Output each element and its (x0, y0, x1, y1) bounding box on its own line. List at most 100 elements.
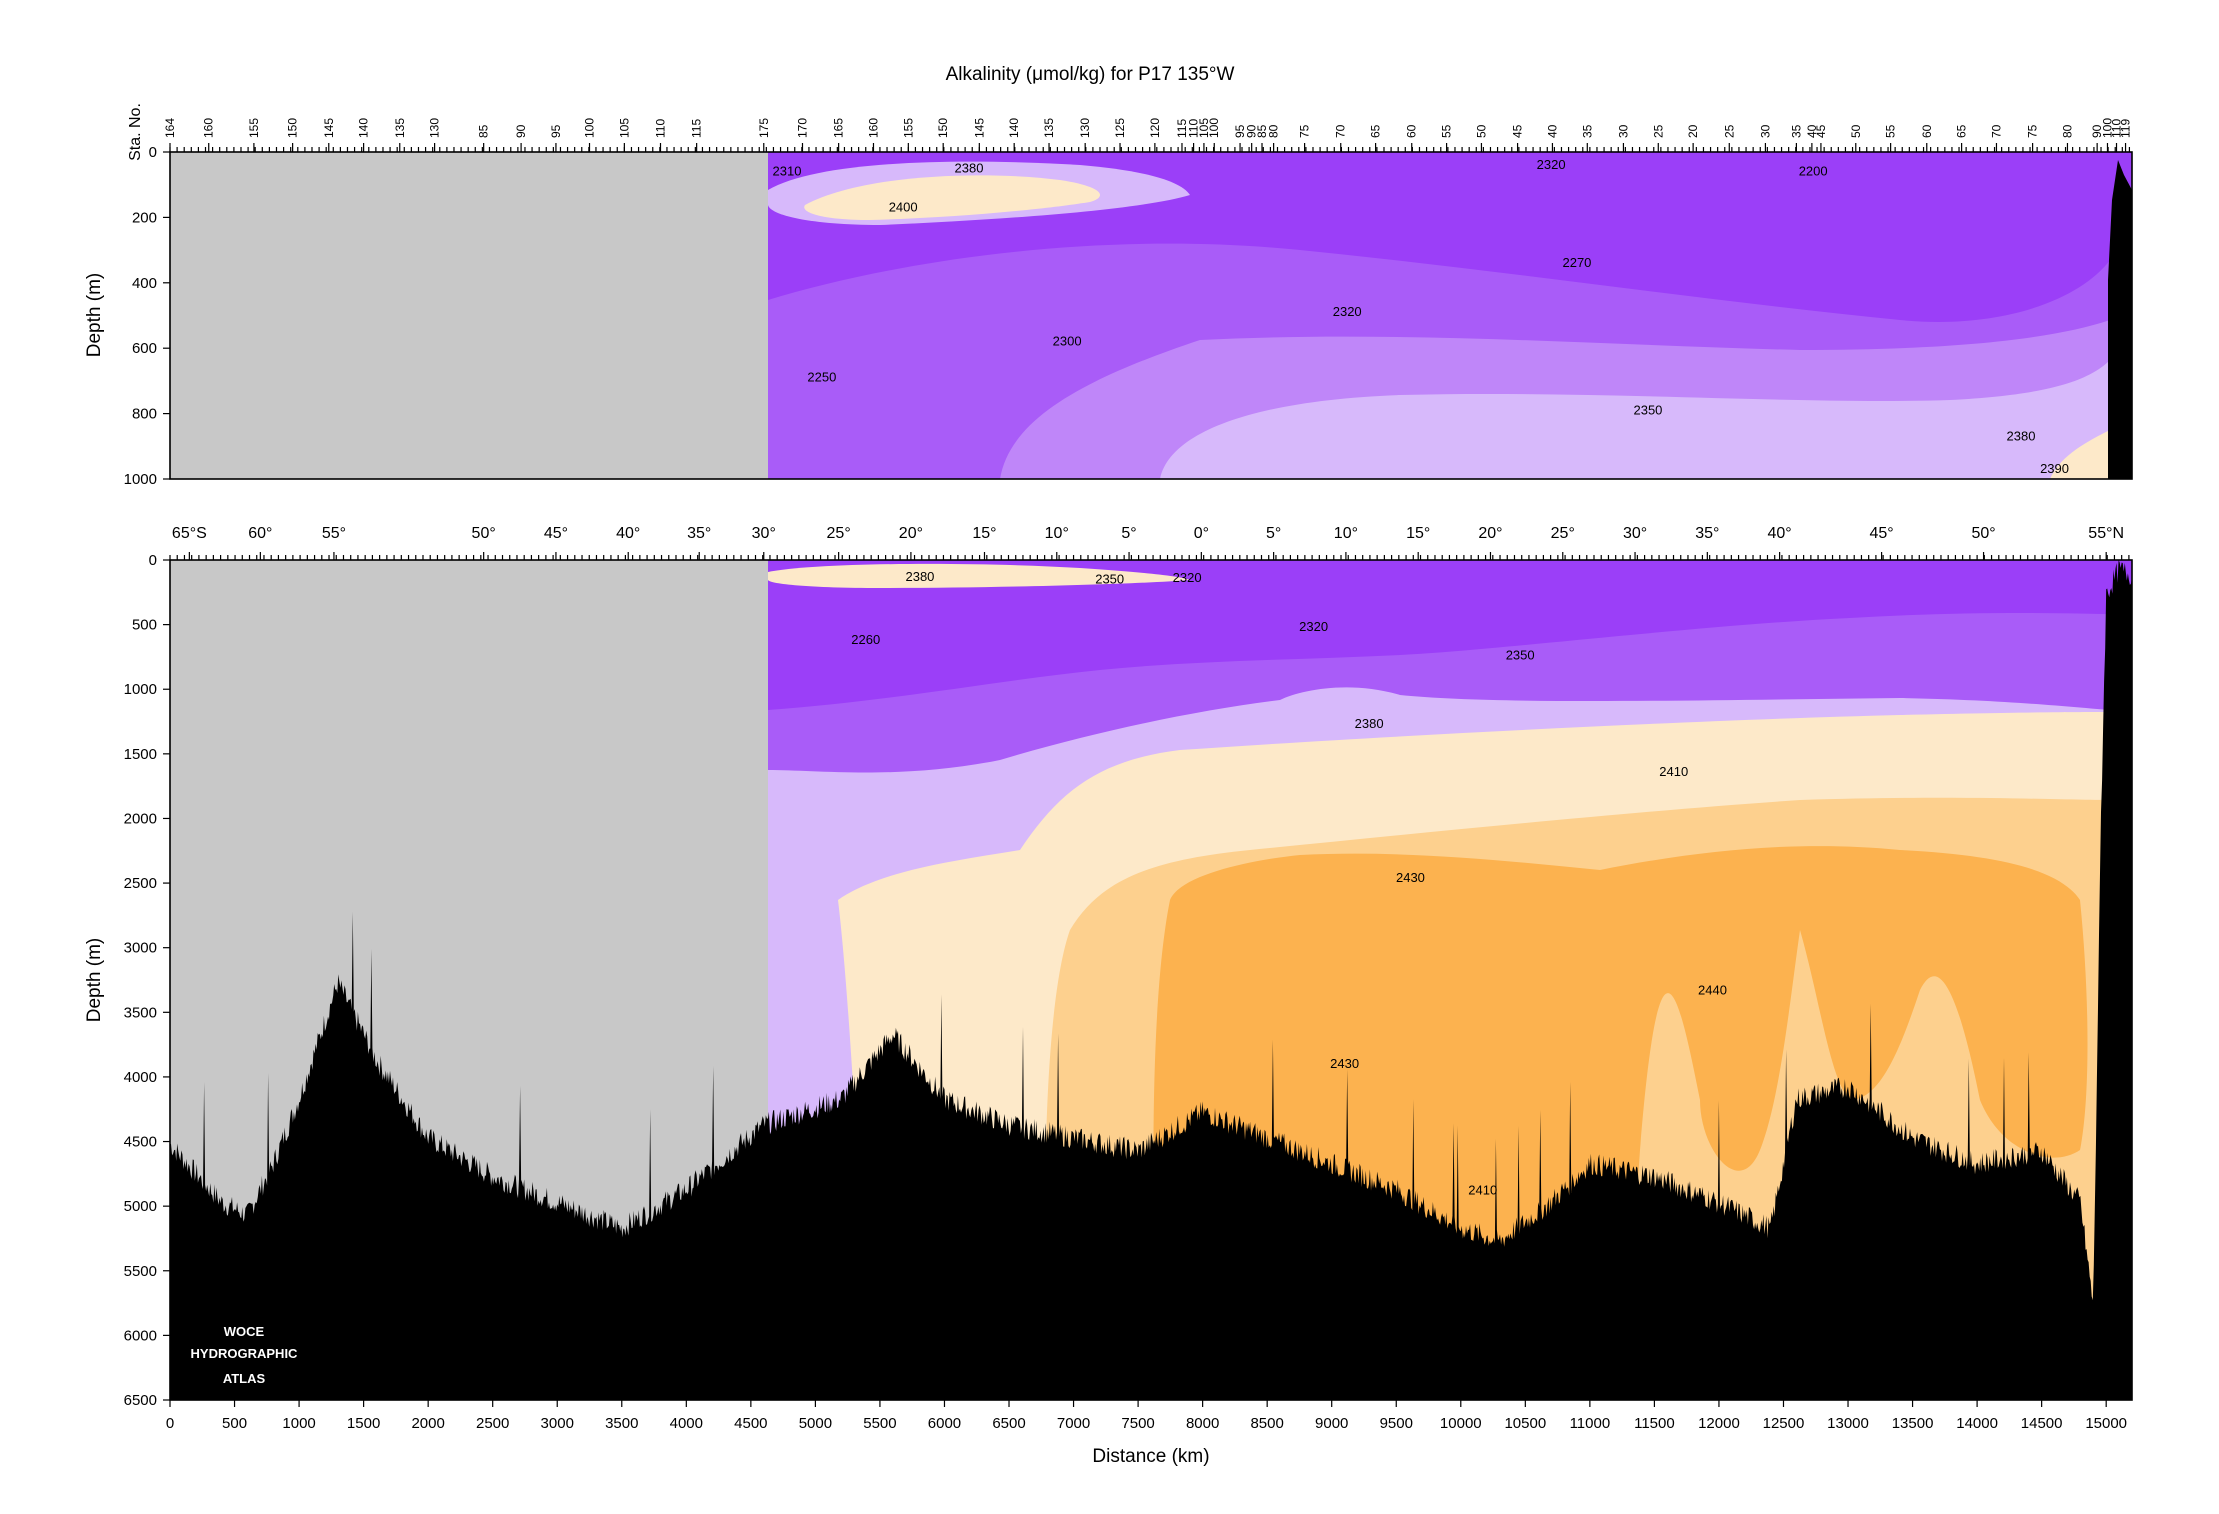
lower-y-tick-label: 2500 (124, 875, 157, 892)
lower-y-axis: 0 500 1000 1500 2000 2500 3000 3500 4000 4500 5000… (124, 552, 170, 1409)
lower-y-tick-label: 4000 (124, 1069, 157, 1086)
station-label: 80 (2060, 124, 2074, 138)
station-label: 110 (1187, 119, 1201, 138)
upper-panel-frame (169, 151, 2133, 480)
upper-y-tick-label: 1000 (124, 471, 157, 488)
station-label: 145 (972, 118, 986, 138)
lower-panel-field (170, 560, 2132, 1400)
latitude-label: 60° (248, 525, 272, 542)
upper-contour-label: 2350 (1633, 402, 1662, 417)
station-label: 135 (393, 118, 407, 138)
station-label: 120 (1148, 118, 1162, 138)
station-label: 60 (1405, 124, 1419, 138)
logo-line-2: HYDROGRAPHIC (191, 1346, 299, 1361)
x-tick-label: 7500 (1121, 1415, 1154, 1432)
latitude-label: 40° (1768, 525, 1792, 542)
station-number-axis: 164 160 155 150 145 140 135 130 85 90 95 100 105 110 1… (163, 118, 2133, 152)
station-label: 105 (617, 118, 631, 138)
station-label: 25 (1722, 124, 1736, 138)
station-label: 20 (1686, 124, 1700, 138)
latitude-label: 50° (1971, 525, 1995, 542)
station-label: 25 (1651, 124, 1665, 138)
station-label: 55 (1884, 124, 1898, 138)
station-axis-label: Sta. No. (127, 103, 144, 161)
x-tick-label: 15000 (2085, 1415, 2127, 1432)
station-label: 160 (866, 118, 880, 138)
station-label: 165 (832, 118, 846, 138)
lower-contour-label: 2350 (1095, 571, 1124, 586)
station-label: 175 (757, 118, 771, 138)
station-label: 35 (1580, 124, 1594, 138)
latitude-label: 40° (616, 525, 640, 542)
lower-contour-label: 2410 (1659, 764, 1688, 779)
station-label: 80 (1267, 124, 1281, 138)
lower-y-tick-label: 6500 (124, 1392, 157, 1409)
x-tick-label: 10000 (1440, 1415, 1482, 1432)
logo-line-1: WOCE (224, 1324, 265, 1339)
station-label: 30 (1758, 124, 1772, 138)
lower-band-2320 (768, 560, 2132, 710)
x-tick-label: 7000 (1057, 1415, 1090, 1432)
latitude-label: 55° (322, 525, 346, 542)
lower-y-tick-label: 3500 (124, 1004, 157, 1021)
latitude-label: 15° (1406, 525, 1430, 542)
upper-band-2350 (1160, 360, 2110, 479)
station-label: 125 (1113, 118, 1127, 138)
station-label: 75 (1298, 124, 1312, 138)
station-label: 150 (936, 118, 950, 138)
x-tick-label: 13500 (1892, 1415, 1934, 1432)
station-label: 95 (549, 124, 563, 138)
x-tick-label: 1500 (347, 1415, 380, 1432)
upper-contour-label: 2300 (1053, 334, 1082, 349)
latitude-label: 30° (752, 525, 776, 542)
station-label: 135 (1042, 118, 1056, 138)
logo-line-3: ATLAS (223, 1371, 266, 1386)
upper-y-tick-label: 800 (132, 406, 157, 423)
lower-contour-label: 2380 (1355, 716, 1384, 731)
lower-contour-label: 2430 (1396, 870, 1425, 885)
upper-band-surface-2380 (804, 175, 1100, 220)
distance-x-axis: 0 500 1000 1500 2000 2500 3000 3500 4000 4500 5000… (166, 1400, 2127, 1432)
lower-y-tick-label: 1000 (124, 681, 157, 698)
x-axis-label: Distance (km) (1092, 1446, 1209, 1467)
station-label: 50 (1474, 124, 1488, 138)
x-tick-label: 500 (222, 1415, 247, 1432)
lower-panel-frame (169, 559, 2133, 1401)
lower-y-tick-label: 2000 (124, 810, 157, 827)
upper-y-axis: 0 200 400 600 800 1000 (124, 144, 170, 488)
lower-contour-label: 2320 (1299, 619, 1328, 634)
lower-contour-labels: 2380 2350 2320 2260 2320 2350 2380 2410 2430 2440… (851, 569, 1727, 1198)
upper-contour-label: 2320 (1333, 304, 1362, 319)
upper-contour-label: 2250 (807, 370, 836, 385)
upper-y-tick-label: 600 (132, 340, 157, 357)
latitude-axis: 65°S 60° 55° 50° 45° 40° 35° 30° 25° 20° 15° 10° 5° 0… (169, 525, 2130, 560)
station-label: 119 (2119, 119, 2133, 138)
x-tick-label: 11000 (1570, 1415, 1611, 1432)
station-label: 110 (654, 119, 668, 138)
lower-contour-label: 2260 (851, 632, 880, 647)
station-label: 85 (1255, 124, 1269, 138)
station-label: 155 (901, 118, 915, 138)
lower-y-tick-label: 6000 (124, 1327, 157, 1344)
x-tick-label: 11500 (1634, 1415, 1675, 1432)
upper-contour-label: 2380 (955, 160, 984, 175)
x-tick-label: 4500 (734, 1415, 767, 1432)
x-tick-label: 2500 (476, 1415, 509, 1432)
station-label: 164 (163, 118, 177, 138)
station-label: 130 (1078, 118, 1092, 138)
woce-hydrographic-atlas-logo: WOCE HYDROGRAPHIC ATLAS (191, 1324, 299, 1386)
upper-contour-label: 2270 (1562, 255, 1591, 270)
x-tick-label: 14500 (2021, 1415, 2063, 1432)
station-label: 160 (202, 118, 216, 138)
x-tick-label: 10500 (1504, 1415, 1546, 1432)
station-label: 90 (2090, 124, 2104, 138)
station-label: 150 (286, 118, 300, 138)
lower-y-tick-label: 4500 (124, 1134, 157, 1151)
upper-contour-label: 2310 (773, 164, 802, 179)
lower-bathymetry (170, 560, 2132, 1400)
latitude-label: 35° (1695, 525, 1719, 542)
station-label: 145 (322, 118, 336, 138)
station-label: 115 (1175, 119, 1189, 138)
station-label: 45 (1814, 124, 1828, 138)
